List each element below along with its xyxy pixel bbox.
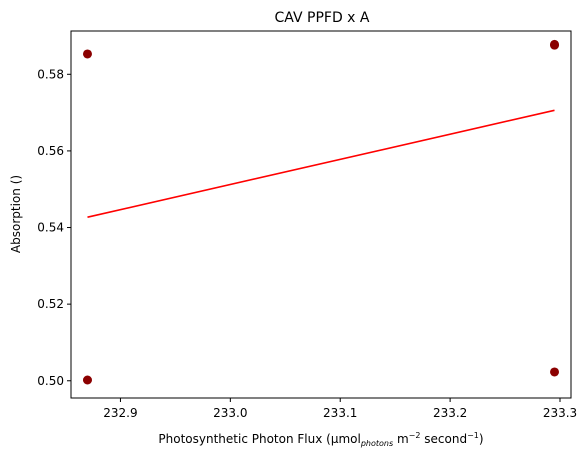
y-tick-label: 0.56: [37, 144, 64, 158]
data-point-5: [550, 367, 560, 377]
fit-line-layer: [87, 109, 555, 218]
x-tick-label: 233.3: [543, 406, 577, 420]
data-point-2: [82, 375, 92, 385]
x-axis-ticks: 232.9 233.0 233.1 233.2 233.3: [103, 398, 577, 420]
x-tick-label: 233.1: [323, 406, 357, 420]
y-tick-label: 0.54: [37, 221, 64, 235]
x-tick-label: 232.9: [103, 406, 137, 420]
y-tick-label: 0.52: [37, 297, 64, 311]
y-tick-label: 0.50: [37, 374, 64, 388]
y-axis-ticks: 0.50 0.52 0.54 0.56 0.58: [37, 67, 71, 388]
y-axis-label: Absorption (): [9, 175, 23, 253]
x-tick-label: 233.2: [433, 406, 467, 420]
data-point-1: [82, 49, 92, 59]
chart-title: CAV PPFD x A: [275, 10, 370, 26]
x-tick-label: 233.0: [213, 406, 247, 420]
x-axis-label: Photosynthetic Photon Flux (µmolphotons …: [158, 431, 483, 448]
plot-area-frame: [70, 30, 572, 399]
fit-line: [87, 109, 555, 218]
data-points-layer: [82, 39, 560, 385]
y-tick-label: 0.58: [37, 67, 64, 81]
data-point-4: [550, 39, 560, 49]
